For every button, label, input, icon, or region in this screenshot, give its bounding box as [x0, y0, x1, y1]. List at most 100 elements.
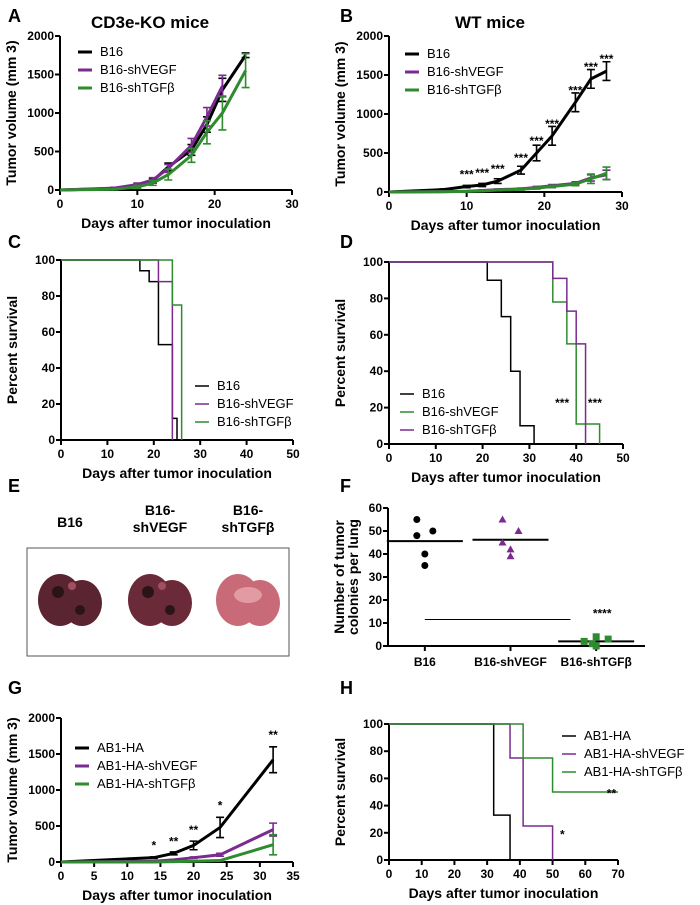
- y-tick-label: 40: [370, 799, 384, 813]
- error-bar: [586, 173, 595, 185]
- error-bar: [269, 746, 278, 774]
- data-point: [588, 640, 596, 648]
- significance-marker: ****: [593, 606, 612, 620]
- y-tick-label: 60: [370, 328, 384, 342]
- data-point: [604, 635, 612, 643]
- significance-marker: ***: [555, 396, 569, 410]
- data-point: [421, 550, 429, 558]
- y-tick-label: 1000: [28, 783, 55, 797]
- y-tick-label: 0: [48, 855, 55, 869]
- error-bar: [189, 860, 198, 863]
- x-tick-label: 30: [523, 451, 537, 465]
- legend-label: B16-shVEGF: [217, 396, 294, 411]
- significance-marker: ***: [568, 83, 582, 97]
- x-tick-label: 15: [154, 869, 168, 883]
- panel-letter: G: [8, 678, 22, 698]
- y-tick-label: 60: [369, 501, 383, 515]
- tumor-spot: [68, 582, 76, 590]
- legend-label: B16: [427, 46, 450, 61]
- y-tick-label: 2000: [28, 711, 55, 725]
- survival-curve: [389, 261, 535, 444]
- error-bar: [133, 184, 142, 190]
- y-axis-label: Tumor volume (mm 3): [3, 40, 19, 185]
- error-bar: [202, 119, 211, 145]
- y-axis-label: colonies per lung: [345, 519, 361, 635]
- y-tick-label: 500: [34, 145, 54, 159]
- significance-marker: ***: [530, 134, 544, 148]
- data-point: [580, 637, 588, 645]
- x-tick-label: 40: [240, 447, 254, 461]
- tumor-spot: [75, 605, 85, 615]
- x-tick-label: 30: [285, 197, 299, 211]
- y-tick-label: 80: [370, 744, 384, 758]
- legend-label: B16-shVEGF: [427, 64, 504, 79]
- y-tick-label: 0: [375, 639, 382, 653]
- y-tick-label: 1000: [27, 106, 54, 120]
- significance-marker: **: [607, 787, 617, 801]
- x-tick-label: 10: [460, 199, 474, 213]
- error-bar: [462, 190, 471, 193]
- y-tick-label: 40: [42, 361, 56, 375]
- x-tick-label: 25: [220, 869, 234, 883]
- y-tick-label: 0: [376, 437, 383, 451]
- significance-marker: ***: [599, 52, 613, 66]
- error-bar: [189, 840, 198, 851]
- panel-letter: F: [340, 476, 351, 496]
- y-tick-label: 1500: [356, 68, 383, 82]
- error-bar: [517, 187, 526, 191]
- panel-letter: B: [340, 6, 353, 26]
- error-bar: [216, 816, 225, 839]
- y-tick-label: 80: [370, 291, 384, 305]
- x-tick-label: 40: [513, 867, 527, 881]
- panel-g: G 0 500 1000 1500 2000 0 5 10 15 20 25 30 35 Days afte…: [4, 678, 300, 903]
- significance-marker: ***: [584, 60, 598, 74]
- x-tick-label: 20: [147, 447, 161, 461]
- y-tick-label: 20: [370, 401, 384, 415]
- y-tick-label: 0: [48, 433, 55, 447]
- legend-label: AB1-HA: [584, 728, 631, 743]
- panel-f: F 0 10 20 30 40 50 60 B16 B16-shVEGF B16-shTGFβ Num…: [331, 476, 645, 669]
- legend-label: B16-shTGFβ: [217, 414, 292, 429]
- legend-label: AB1-HA-shTGFβ: [97, 776, 196, 791]
- data-point: [514, 527, 523, 534]
- chart-title: WT mice: [455, 13, 525, 32]
- y-tick-label: 2000: [356, 29, 383, 43]
- error-bar: [216, 852, 225, 858]
- error-bar: [148, 179, 157, 187]
- significance-marker: **: [169, 834, 179, 848]
- error-bar: [493, 188, 502, 192]
- survival-curve: [61, 259, 183, 440]
- series-line: [60, 758, 275, 864]
- panel-letter: A: [8, 6, 21, 26]
- legend-label: AB1-HA-shTGFβ: [584, 764, 683, 779]
- error-bar: [169, 851, 178, 856]
- panel-b: B WT mice 0 500 1000 1500 2000 0 10 20 30 Days afte…: [332, 6, 629, 233]
- legend-label: B16-shTGFβ: [422, 422, 497, 437]
- legend-label: AB1-HA-shVEGF: [584, 746, 684, 761]
- x-tick-label: 30: [253, 869, 267, 883]
- legend-label: AB1-HA-shVEGF: [97, 758, 197, 773]
- panel-a: A CD3e-KO mice 0 500 1000 1500 2000 0 10 20 30 Days…: [3, 6, 299, 231]
- error-bar: [532, 186, 541, 190]
- y-tick-label: 20: [370, 826, 384, 840]
- significance-marker: *: [560, 827, 565, 841]
- y-tick-label: 0: [47, 183, 54, 197]
- error-bar: [517, 165, 526, 175]
- lung-image: [240, 580, 280, 626]
- significance-marker: ***: [545, 117, 559, 131]
- error-bar: [602, 60, 611, 82]
- y-axis-label: Percent survival: [4, 296, 20, 404]
- x-tick-label: 50: [286, 447, 300, 461]
- y-tick-label: 100: [363, 717, 383, 731]
- lung-label: B16-: [145, 502, 176, 518]
- x-tick-label: 10: [121, 869, 135, 883]
- y-tick-label: 20: [42, 397, 56, 411]
- y-axis-label: Tumor volume (mm 3): [332, 41, 348, 186]
- series-line: [61, 843, 274, 864]
- x-tick-label: 10: [415, 867, 429, 881]
- y-tick-label: 1000: [356, 107, 383, 121]
- error-bar: [478, 182, 487, 188]
- y-axis-label: Percent survival: [332, 738, 348, 846]
- panel-h: H 0 20 40 60 80 100 0 10 20 30 40 50 60 70 Days after t…: [332, 678, 684, 901]
